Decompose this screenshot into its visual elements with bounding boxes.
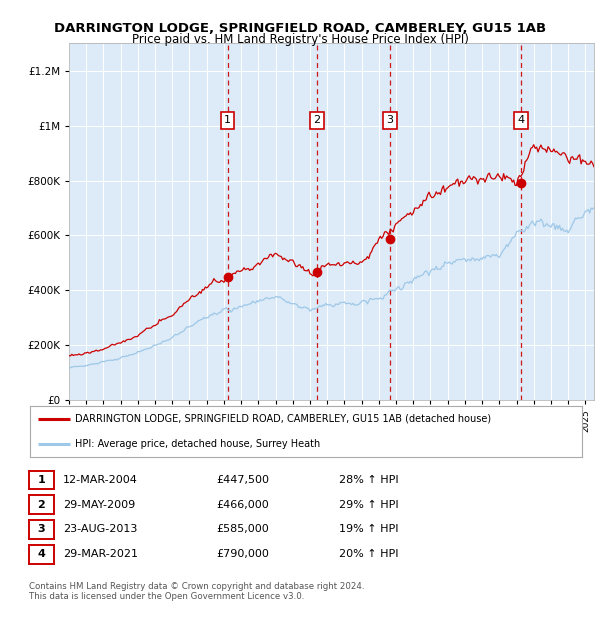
Text: 29-MAR-2021: 29-MAR-2021 [63, 549, 138, 559]
Text: 4: 4 [517, 115, 524, 125]
Text: 20% ↑ HPI: 20% ↑ HPI [339, 549, 398, 559]
Text: 29% ↑ HPI: 29% ↑ HPI [339, 500, 398, 510]
Text: 1: 1 [224, 115, 231, 125]
Text: HPI: Average price, detached house, Surrey Heath: HPI: Average price, detached house, Surr… [75, 439, 320, 450]
Text: 29-MAY-2009: 29-MAY-2009 [63, 500, 135, 510]
Text: 2: 2 [313, 115, 320, 125]
Text: 3: 3 [386, 115, 394, 125]
Text: 12-MAR-2004: 12-MAR-2004 [63, 475, 138, 485]
Text: Contains HM Land Registry data © Crown copyright and database right 2024.
This d: Contains HM Land Registry data © Crown c… [29, 582, 364, 601]
Text: 1: 1 [38, 475, 45, 485]
Text: £790,000: £790,000 [216, 549, 269, 559]
Text: £466,000: £466,000 [216, 500, 269, 510]
Text: Price paid vs. HM Land Registry's House Price Index (HPI): Price paid vs. HM Land Registry's House … [131, 33, 469, 46]
Text: 3: 3 [38, 525, 45, 534]
Text: 28% ↑ HPI: 28% ↑ HPI [339, 475, 398, 485]
Text: DARRINGTON LODGE, SPRINGFIELD ROAD, CAMBERLEY, GU15 1AB: DARRINGTON LODGE, SPRINGFIELD ROAD, CAMB… [54, 22, 546, 35]
Text: 19% ↑ HPI: 19% ↑ HPI [339, 525, 398, 534]
Text: DARRINGTON LODGE, SPRINGFIELD ROAD, CAMBERLEY, GU15 1AB (detached house): DARRINGTON LODGE, SPRINGFIELD ROAD, CAMB… [75, 414, 491, 424]
Text: £585,000: £585,000 [216, 525, 269, 534]
Text: £447,500: £447,500 [216, 475, 269, 485]
Text: 23-AUG-2013: 23-AUG-2013 [63, 525, 137, 534]
Text: 2: 2 [38, 500, 45, 510]
Text: 4: 4 [37, 549, 46, 559]
